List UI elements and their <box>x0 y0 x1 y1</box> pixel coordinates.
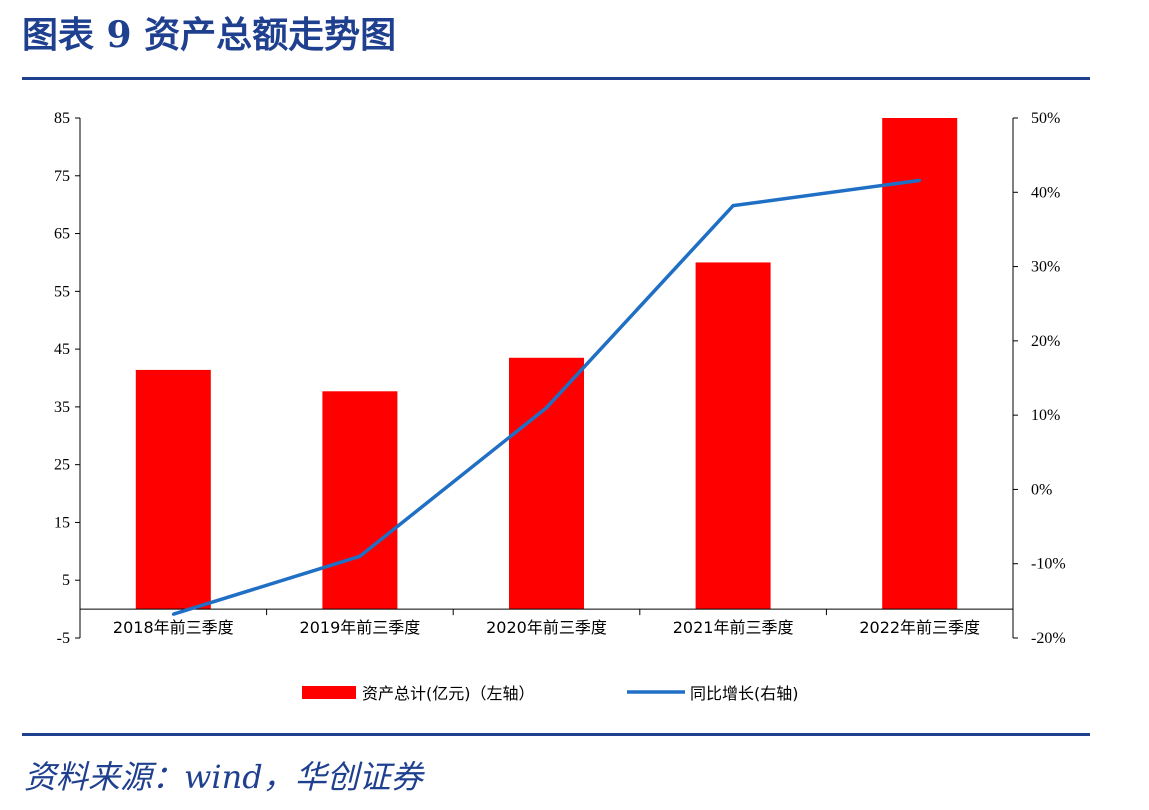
legend-bar-swatch <box>302 686 356 699</box>
right-tick-label-3: 20% <box>1031 333 1060 350</box>
left-tick-label-7: 15 <box>54 514 70 531</box>
right-tick-label-5: 0% <box>1031 481 1052 498</box>
left-tick-label-9: -5 <box>57 630 70 647</box>
chart-svg: 85 75 65 55 45 35 25 15 5 -5 50% 40% 30% 20% 10% 0% -10%… <box>54 110 1066 703</box>
left-tick-label-6: 25 <box>54 457 70 474</box>
legend: 资产总计(亿元)（左轴） 同比增长(右轴) <box>302 684 799 703</box>
bottom-rule <box>22 733 1090 736</box>
left-tick-label-0: 85 <box>54 110 70 127</box>
right-tick-label-1: 40% <box>1031 184 1060 201</box>
bar-1 <box>322 391 398 610</box>
bar-0 <box>135 369 211 610</box>
category-label-4: 2022年前三季度 <box>859 618 980 637</box>
right-tick-label-6: -10% <box>1031 556 1066 573</box>
growth-point-4 <box>918 178 922 182</box>
category-label-1: 2019年前三季度 <box>300 618 421 637</box>
category-label-2: 2020年前三季度 <box>486 618 607 637</box>
bar-4 <box>882 118 958 610</box>
legend-bar-label: 资产总计(亿元)（左轴） <box>362 684 535 703</box>
figure-title: 图表 9 资产总额走势图 <box>22 14 397 56</box>
right-tick-label-4: 10% <box>1031 407 1060 424</box>
left-tick-label-5: 35 <box>54 399 70 416</box>
growth-point-3 <box>731 204 735 208</box>
category-label-0: 2018年前三季度 <box>113 618 234 637</box>
source-note: 资料来源：wind，华创证券 <box>24 758 423 796</box>
right-tick-label-2: 30% <box>1031 259 1060 276</box>
growth-point-1 <box>358 554 362 558</box>
left-tick-label-2: 65 <box>54 226 70 243</box>
top-rule <box>22 77 1090 80</box>
growth-point-2 <box>545 406 548 410</box>
left-tick-label-1: 75 <box>54 168 70 185</box>
legend-line-label: 同比增长(右轴) <box>690 684 799 703</box>
bar-3 <box>695 262 771 610</box>
right-tick-label-0: 50% <box>1031 110 1060 127</box>
bar-2 <box>509 357 584 610</box>
left-tick-label-8: 5 <box>62 572 70 589</box>
category-label-3: 2021年前三季度 <box>673 618 794 637</box>
left-tick-label-3: 55 <box>54 283 70 300</box>
left-tick-label-4: 45 <box>54 341 70 358</box>
growth-point-0 <box>171 612 175 616</box>
right-tick-label-7: -20% <box>1031 630 1066 647</box>
